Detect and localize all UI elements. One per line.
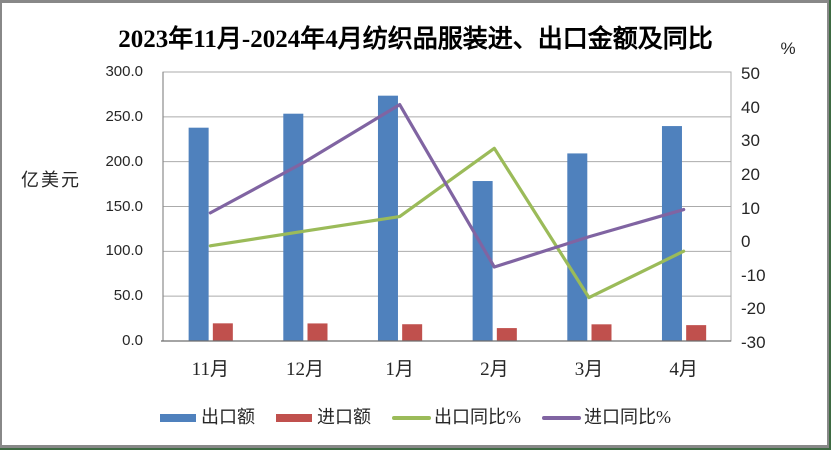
legend-swatch-export-yoy xyxy=(392,415,431,420)
legend-swatch-import-yoy xyxy=(542,415,581,420)
left-axis-tick-250.0: 250.0 xyxy=(105,107,143,125)
bar-export-amount-2月 xyxy=(472,181,493,341)
legend-item-import-amount: 进口额 xyxy=(276,407,371,428)
chart-title: 2023年11月-2024年4月纺织品服装进、出口金额及同比 xyxy=(118,26,713,53)
legend-label-import-amount: 进口额 xyxy=(317,407,371,427)
left-axis-tick-100.0: 100.0 xyxy=(105,242,143,260)
frame-left xyxy=(0,0,2,448)
category-label-12月: 12月 xyxy=(285,359,324,380)
frame-top xyxy=(0,0,831,3)
legend: 出口额 进口额 出口同比% 进口同比% xyxy=(0,407,831,428)
bar-import-amount-4月 xyxy=(686,325,707,341)
left-axis-tick-150.0: 150.0 xyxy=(105,197,143,215)
right-axis-tick-50: 50 xyxy=(741,64,760,83)
line-export-yoy xyxy=(208,146,686,300)
bar-export-amount-3月 xyxy=(567,153,588,341)
legend-item-import-yoy: 进口同比% xyxy=(542,407,671,428)
legend-swatch-export-amount xyxy=(160,413,196,422)
left-axis-tick-0.0: 0.0 xyxy=(122,332,143,349)
left-axis-tick-200.0: 200.0 xyxy=(105,152,143,170)
right-axis-tick--30: -30 xyxy=(741,333,766,352)
left-axis-tick-50.0: 50.0 xyxy=(113,287,143,305)
category-label-3月: 3月 xyxy=(574,359,604,380)
category-label-4月: 4月 xyxy=(669,359,698,380)
frame-bottom xyxy=(0,445,829,448)
line-import-yoy xyxy=(208,103,686,269)
bar-import-amount-3月 xyxy=(591,324,612,341)
right-axis-tick-40: 40 xyxy=(741,97,760,117)
frame-right xyxy=(826,0,829,448)
category-label-1月: 1月 xyxy=(385,359,414,380)
edge-bottom xyxy=(0,448,831,450)
right-axis-tick--10: -10 xyxy=(741,265,766,285)
right-axis-tick-30: 30 xyxy=(741,131,760,151)
legend-label-import-yoy: 进口同比% xyxy=(584,407,671,427)
legend-label-export-yoy: 出口同比% xyxy=(434,407,521,427)
legend-item-export-amount: 出口额 xyxy=(160,407,255,428)
legend-label-export-amount: 出口额 xyxy=(201,407,255,427)
legend-swatch-import-amount xyxy=(276,413,312,422)
right-axis-tick-0: 0 xyxy=(741,232,751,252)
right-axis-unit-label: % xyxy=(780,39,796,58)
left-axis-tick-300.0: 300.0 xyxy=(105,63,143,80)
edge-right xyxy=(829,0,831,450)
bar-import-amount-2月 xyxy=(496,328,517,341)
bar-import-amount-11月 xyxy=(212,323,233,341)
right-axis-tick--20: -20 xyxy=(741,299,766,319)
category-label-11月: 11月 xyxy=(191,359,229,380)
bar-import-amount-12月 xyxy=(307,323,328,341)
bar-import-amount-1月 xyxy=(402,324,423,341)
bar-export-amount-12月 xyxy=(283,113,304,341)
category-label-2月: 2月 xyxy=(480,359,509,380)
left-axis-unit-label: 亿美元 xyxy=(21,170,81,190)
bar-export-amount-11月 xyxy=(188,127,209,341)
legend-item-export-yoy: 出口同比% xyxy=(392,407,521,428)
right-axis-tick-10: 10 xyxy=(741,198,760,218)
right-axis-tick-20: 20 xyxy=(741,164,760,184)
bar-export-amount-4月 xyxy=(661,126,682,341)
